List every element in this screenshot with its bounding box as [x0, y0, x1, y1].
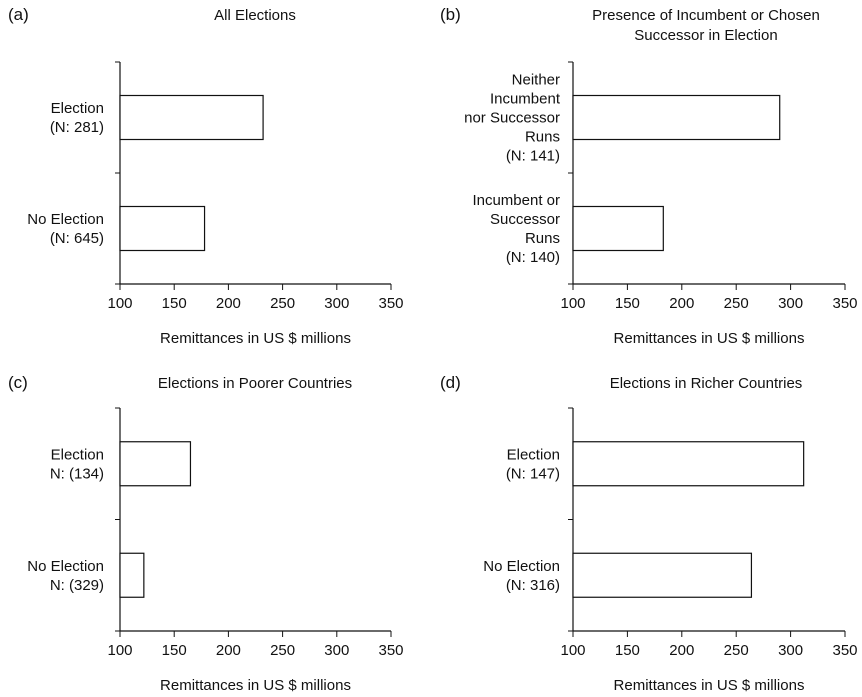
x-tick-label: 100 — [107, 295, 132, 312]
chart-panel: (a) All Elections 100 150 200 250 300 350 Remitt… — [8, 5, 404, 347]
x-tick-label: 200 — [669, 295, 694, 312]
x-tick-label: 100 — [560, 642, 585, 659]
x-tick-label: 150 — [162, 642, 187, 659]
panel-label: (b) — [440, 5, 461, 24]
x-tick-label: 300 — [324, 642, 349, 659]
x-tick-label: 200 — [216, 642, 241, 659]
x-tick-label: 250 — [724, 295, 749, 312]
x-axis-label: Remittances in US $ millions — [160, 677, 351, 694]
x-tick-label: 250 — [724, 642, 749, 659]
x-tick-label: 350 — [832, 295, 857, 312]
x-tick-label: 150 — [615, 295, 640, 312]
chart-title: Elections in Poorer Countries — [158, 375, 352, 392]
bar — [572, 552, 753, 598]
bar — [572, 94, 781, 141]
x-tick-label: 250 — [270, 295, 295, 312]
chart-title: All Elections — [214, 7, 296, 24]
chart-panel: (d) Elections in Richer Countries 100 150 20… — [440, 373, 858, 694]
x-axis-label: Remittances in US $ millions — [614, 330, 805, 347]
chart-title: Presence of Incumbent or Chosen Successor… — [592, 7, 820, 44]
chart-panel: (c) Elections in Poorer Countries 100 150 20… — [8, 373, 404, 694]
category-label: Election (N: 147) — [506, 446, 560, 482]
x-tick-label: 100 — [560, 295, 585, 312]
panel-label: (a) — [8, 5, 29, 24]
panel-label: (d) — [440, 373, 461, 392]
x-tick-label: 350 — [378, 642, 403, 659]
category-label: Election (N: 281) — [50, 100, 104, 136]
x-tick-label: 350 — [832, 642, 857, 659]
chart-panel: (b) Presence of Incumbent or Chosen Succes… — [440, 5, 858, 347]
bar — [119, 94, 264, 141]
bar — [572, 441, 805, 487]
category-label: No Election (N: 316) — [483, 558, 560, 594]
x-tick-label: 200 — [669, 642, 694, 659]
x-tick-label: 200 — [216, 295, 241, 312]
x-tick-label: 300 — [778, 642, 803, 659]
x-tick-label: 350 — [378, 295, 403, 312]
x-tick-label: 300 — [324, 295, 349, 312]
x-axis-label: Remittances in US $ millions — [160, 330, 351, 347]
bar — [119, 205, 206, 252]
x-tick-label: 250 — [270, 642, 295, 659]
bar — [119, 441, 192, 487]
x-axis-label: Remittances in US $ millions — [614, 677, 805, 694]
chart-title: Elections in Richer Countries — [610, 375, 803, 392]
x-tick-label: 150 — [615, 642, 640, 659]
bar — [572, 205, 664, 252]
category-label: No Election (N: 645) — [27, 211, 104, 247]
x-tick-label: 300 — [778, 295, 803, 312]
x-tick-label: 100 — [107, 642, 132, 659]
panel-label: (c) — [8, 373, 28, 392]
category-label: Neither Incumbent nor Successor Runs (N: 141… — [464, 72, 561, 165]
category-label: Election N: (134) — [50, 446, 104, 482]
category-label: Incumbent or Successor Runs (N: 140) — [472, 192, 560, 266]
x-tick-label: 150 — [162, 295, 187, 312]
bar — [119, 552, 145, 598]
category-label: No Election N: (329) — [27, 558, 104, 594]
